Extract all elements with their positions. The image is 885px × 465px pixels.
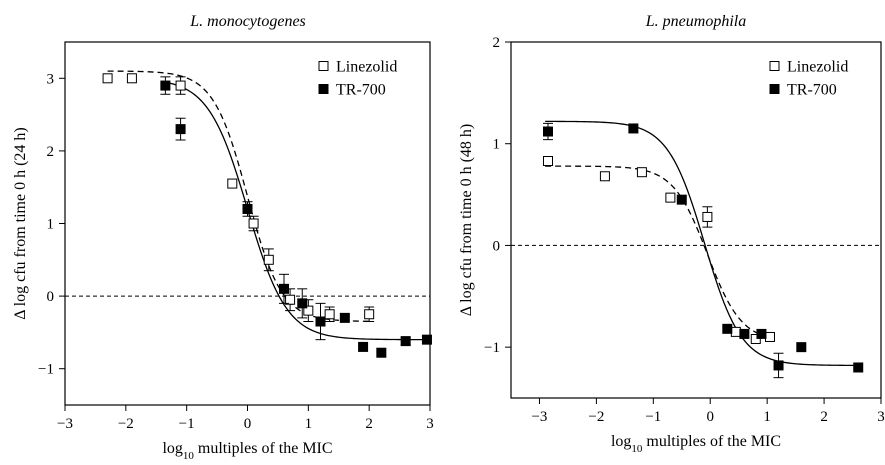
data-point-tr-700 (400, 336, 411, 347)
data-point-tr-700 (242, 203, 253, 214)
data-point-linezolid (303, 305, 314, 316)
data-point-linezolid (175, 80, 186, 91)
data-point-linezolid (702, 211, 713, 222)
fit-curve-tr-700 (545, 120, 862, 367)
data-point-linezolid (636, 167, 647, 178)
y-tick-label: 0 (493, 238, 501, 254)
x-tick-label: 1 (305, 416, 313, 432)
chart-panel-pneumophila: L. pneumophila −3 −2 −1 0 1 2 3 −1 0 1 2 log10 multi… (458, 13, 885, 455)
data-point-tr-700 (279, 283, 289, 294)
x-tick-label: 2 (820, 409, 828, 425)
data-point-linezolid (263, 254, 274, 265)
x-tick-label: 0 (706, 409, 714, 425)
fit-curve-linezolid (107, 70, 370, 322)
x-tick-label: −2 (118, 416, 134, 432)
data-point-tr-700 (175, 124, 186, 135)
y-tick-label: 1 (493, 137, 501, 153)
plot-frame (510, 41, 882, 399)
data-point-linezolid (599, 171, 610, 182)
legend-label: TR-700 (336, 82, 386, 99)
x-axis-label: log10 multiples of the MIC (162, 440, 332, 462)
data-point-linezolid (227, 178, 238, 189)
chart-title: L. monocytogenes (189, 13, 306, 30)
x-tick-label: 1 (763, 409, 771, 425)
data-point-linezolid (730, 326, 741, 337)
data-point-tr-700 (796, 342, 807, 353)
data-point-tr-700 (773, 360, 784, 371)
y-tick-label: 2 (47, 144, 55, 160)
fit-curve-tr-700 (162, 80, 424, 341)
x-tick-label: −2 (588, 409, 604, 425)
data-point-tr-700 (722, 323, 733, 334)
y-tick-label: −1 (484, 340, 500, 356)
fit-curve-linezolid (545, 165, 768, 338)
data-point-tr-700 (543, 126, 553, 137)
y-tick-label: 3 (47, 71, 55, 87)
legend-label: TR-700 (787, 82, 837, 99)
x-tick-label: 2 (365, 416, 373, 432)
data-point-tr-700 (676, 194, 687, 205)
y-tick-label: 0 (47, 289, 55, 305)
x-axis-label: log10 multiples of the MIC (611, 433, 781, 455)
x-tick-label: 3 (877, 409, 885, 425)
data-point-linezolid (765, 331, 775, 342)
data-point-linezolid (364, 309, 375, 320)
legend-marker (318, 84, 329, 94)
chart-title: L. pneumophila (645, 13, 746, 30)
y-tick-label: −1 (38, 362, 54, 378)
y-tick-label: 2 (493, 35, 501, 51)
legend-label: Linezolid (787, 59, 848, 76)
y-axis-label: Δ log cfu from time 0 h (48 h) (458, 124, 475, 316)
legend-label: Linezolid (336, 59, 397, 76)
data-point-linezolid (126, 73, 137, 84)
data-point-linezolid (324, 309, 335, 320)
data-point-tr-700 (358, 341, 369, 352)
data-point-linezolid (543, 156, 553, 167)
data-point-tr-700 (853, 362, 864, 373)
data-point-tr-700 (739, 328, 750, 339)
data-point-tr-700 (756, 328, 767, 339)
legend-marker (769, 84, 780, 94)
data-point-linezolid (102, 73, 113, 84)
data-point-tr-700 (376, 347, 387, 358)
data-point-linezolid (665, 192, 676, 203)
x-tick-label: −3 (57, 416, 73, 432)
data-point-tr-700 (421, 334, 432, 345)
x-tick-label: −1 (645, 409, 661, 425)
y-axis-label: Δ log cfu from time 0 h (24 h) (12, 127, 29, 319)
legend-marker (769, 61, 780, 71)
data-point-tr-700 (160, 80, 171, 91)
data-point-tr-700 (339, 312, 350, 323)
legend-marker (318, 61, 329, 71)
x-tick-label: −3 (531, 409, 547, 425)
x-tick-label: 0 (244, 416, 252, 432)
chart-panel-monocytogenes: L. monocytogenes −3 −2 −1 0 1 2 3 −1 0 1 2 3 log10 mu… (12, 13, 434, 462)
y-tick-label: 1 (47, 217, 55, 233)
data-point-tr-700 (315, 316, 326, 327)
x-tick-label: 3 (426, 416, 434, 432)
data-point-linezolid (750, 334, 761, 345)
data-point-tr-700 (628, 123, 639, 134)
data-point-tr-700 (297, 298, 308, 309)
data-point-linezolid (285, 294, 296, 305)
x-tick-label: −1 (179, 416, 195, 432)
data-point-linezolid (248, 218, 259, 229)
